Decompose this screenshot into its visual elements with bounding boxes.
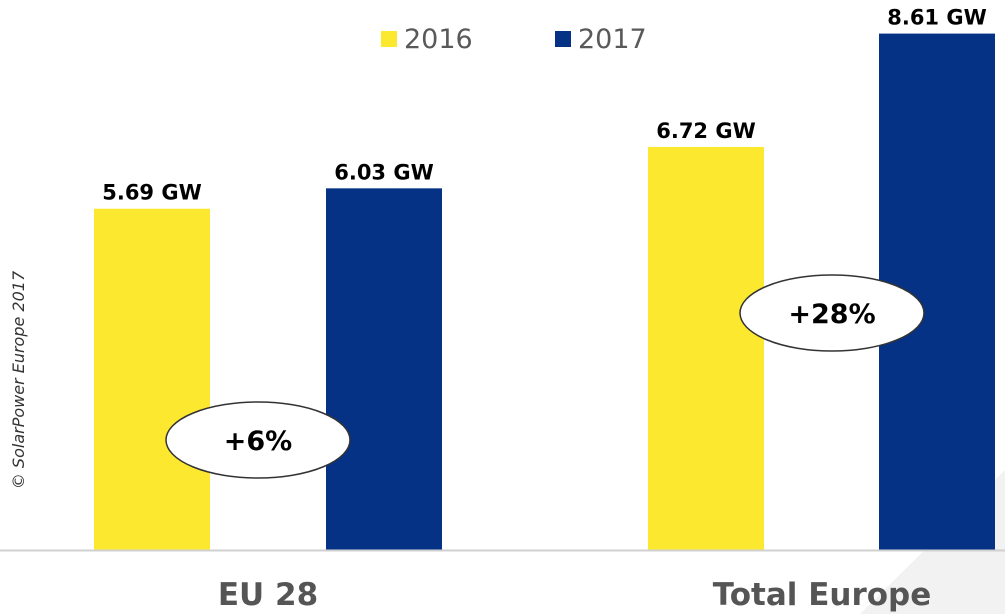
data-label: 8.61 GW	[887, 6, 987, 30]
growth-label: +28%	[788, 299, 875, 330]
data-label: 5.69 GW	[102, 181, 202, 205]
data-label: 6.03 GW	[334, 160, 434, 184]
bar-2017-eu-28	[326, 188, 442, 550]
growth-bubble	[739, 274, 925, 352]
bar-2016-eu-28	[94, 208, 210, 550]
legend-swatch-2017	[555, 31, 571, 47]
legend-swatch-2016	[381, 31, 397, 47]
growth-label: +6%	[224, 426, 292, 457]
bar-2016-total-europe	[648, 146, 764, 550]
x-tick-label: EU 28	[218, 577, 318, 613]
data-label: 6.72 GW	[656, 119, 756, 143]
legend-label-2016: 2016	[404, 24, 473, 55]
x-tick-label: Total Europe	[713, 577, 932, 613]
copyright-text: © SolarPower Europe 2017	[9, 270, 28, 489]
growth-bubble	[165, 401, 351, 479]
legend-label-2017: 2017	[578, 24, 647, 55]
